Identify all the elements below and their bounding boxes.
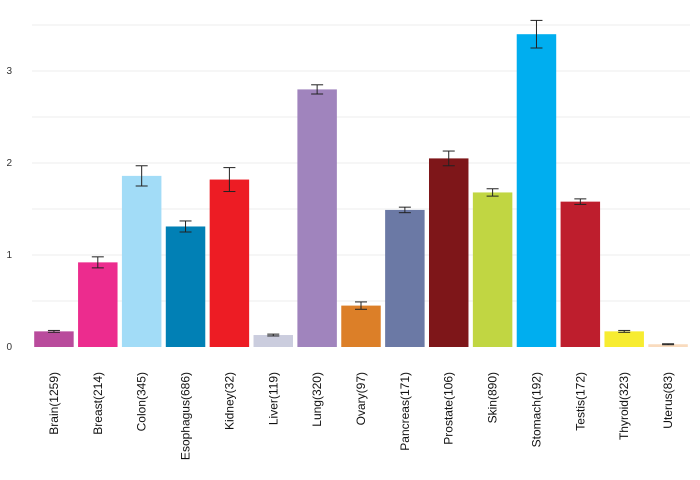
bar-uterus (648, 344, 688, 347)
x-category-label: Liver(119) (266, 372, 280, 425)
x-category-label: Lung(320) (310, 372, 324, 427)
bar-colon (121, 175, 162, 347)
x-category-label: Breast(214) (91, 372, 105, 435)
bar-thyroid (604, 331, 644, 347)
error-bar (486, 188, 499, 197)
bar-brain (34, 331, 74, 347)
bar-pancreas (385, 209, 425, 347)
error-bar (47, 329, 60, 333)
bar-liver (253, 335, 294, 347)
y-tick-label: 0 (6, 342, 12, 353)
bar-breast (78, 262, 118, 347)
x-category-label: Skin(890) (486, 372, 500, 423)
error-bar (267, 333, 280, 337)
error-bar (442, 150, 455, 167)
x-category-label: Stomach(192) (529, 372, 543, 447)
y-tick-label: 1 (6, 250, 12, 261)
x-category-label: Esophagus(686) (179, 372, 193, 460)
x-category-label: Pancreas(171) (398, 372, 412, 451)
error-bar (135, 165, 148, 187)
error-bar (398, 206, 411, 214)
error-bar (311, 84, 324, 95)
error-bar (618, 329, 631, 333)
error-bar (179, 220, 192, 233)
y-axis-ticks: 0 1 2 3 (6, 66, 12, 353)
x-category-label: Colon(345) (135, 372, 149, 431)
x-category-label: Ovary(97) (354, 372, 368, 425)
bar-esophagus (165, 226, 206, 347)
bar-lung (297, 89, 337, 348)
error-bars (47, 19, 675, 346)
y-tick-label: 2 (6, 158, 12, 169)
x-category-label: Brain(1259) (47, 372, 61, 435)
error-bar (91, 256, 104, 269)
error-bar (662, 343, 675, 346)
x-axis-labels: Brain(1259) Breast(214) Colon(345) Esophagu… (47, 372, 675, 460)
x-category-label: Uterus(83) (661, 372, 675, 429)
bars (34, 34, 688, 348)
error-bar (223, 167, 236, 193)
bar-ovary (341, 305, 381, 347)
x-category-label: Prostate(106) (442, 372, 456, 445)
bar-stomach (516, 34, 557, 347)
bar-kidney (209, 179, 250, 347)
y-tick-label: 3 (6, 66, 12, 77)
bar-skin (472, 192, 513, 347)
error-bar (530, 19, 543, 49)
bar-prostate (428, 158, 469, 347)
error-bar (355, 301, 367, 310)
error-bar (574, 198, 587, 205)
x-category-label: Kidney(32) (222, 372, 236, 430)
bar-testis (560, 201, 601, 347)
x-category-label: Testis(172) (573, 372, 587, 431)
x-category-label: Thyroid(323) (617, 372, 631, 440)
